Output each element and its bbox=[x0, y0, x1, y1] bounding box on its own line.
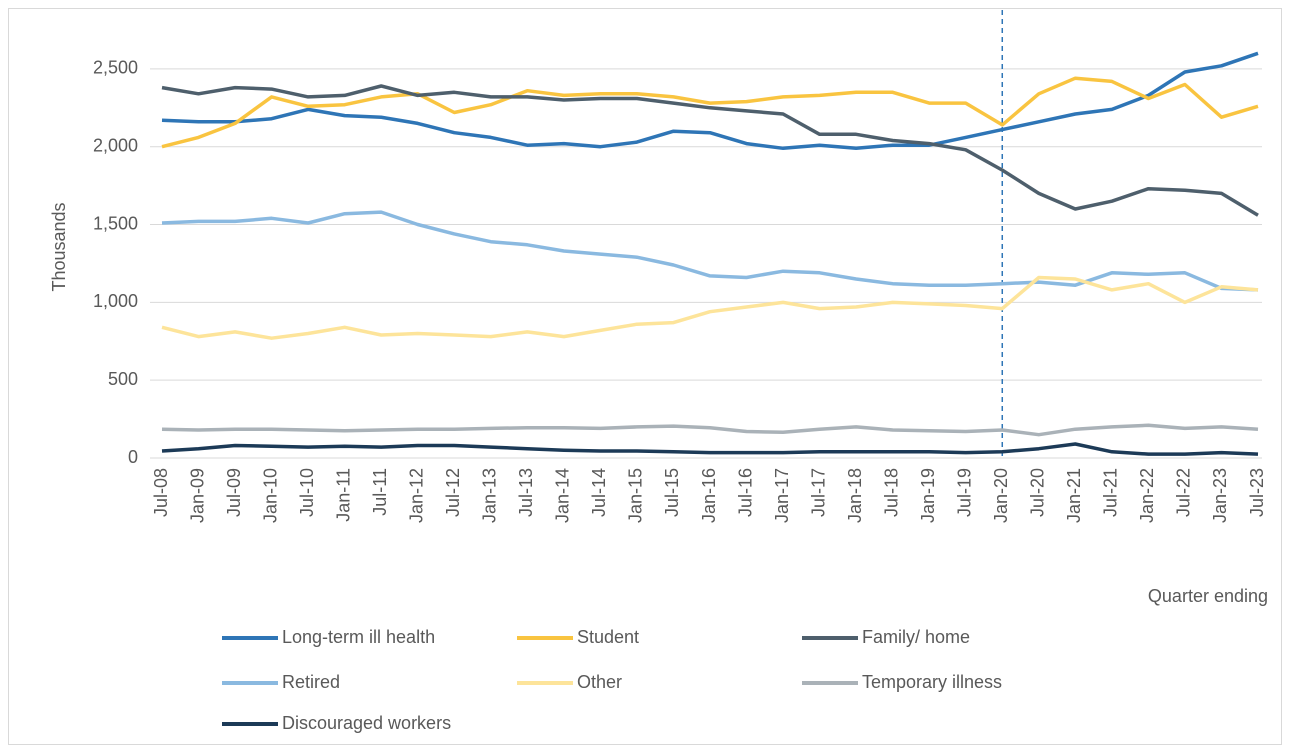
legend-label: Student bbox=[577, 627, 639, 647]
series-line bbox=[161, 51, 1259, 151]
x-tick-label: Jul-15 bbox=[662, 468, 682, 517]
legend-label: Long-term ill health bbox=[282, 627, 435, 647]
x-tick-label: Jul-13 bbox=[516, 468, 536, 517]
legend-label: Family/ home bbox=[862, 627, 970, 647]
x-tick-label: Jul-19 bbox=[954, 468, 974, 517]
y-tick-label: 500 bbox=[108, 369, 138, 389]
chart-border bbox=[8, 8, 1282, 745]
x-tick-label: Jan-19 bbox=[918, 468, 938, 523]
legend-label: Other bbox=[577, 672, 622, 692]
legend-label: Temporary illness bbox=[862, 672, 1002, 692]
x-tick-label: Jul-09 bbox=[224, 468, 244, 517]
x-tick-label: Jan-23 bbox=[1210, 468, 1230, 523]
x-tick-label: Jan-10 bbox=[260, 468, 280, 523]
y-tick-label: 0 bbox=[128, 447, 138, 467]
x-tick-label: Jul-17 bbox=[808, 468, 828, 517]
x-tick-label: Jan-11 bbox=[333, 468, 353, 522]
x-tick-label: Jan-09 bbox=[187, 468, 207, 523]
x-tick-label: Jan-16 bbox=[699, 468, 719, 523]
series-line bbox=[161, 84, 1259, 217]
y-tick-label: 1,500 bbox=[93, 213, 138, 233]
x-tick-label: Jan-13 bbox=[480, 468, 500, 523]
x-tick-label: Jan-21 bbox=[1064, 468, 1084, 523]
x-tick-label: Jul-12 bbox=[443, 468, 463, 517]
x-tick-label: Jul-18 bbox=[881, 468, 901, 517]
series-line bbox=[161, 442, 1259, 456]
x-tick-label: Jul-14 bbox=[589, 468, 609, 517]
y-axis-title: Thousands bbox=[49, 202, 69, 291]
x-tick-label: Jan-22 bbox=[1137, 468, 1157, 523]
series-line bbox=[161, 210, 1259, 292]
x-tick-label: Jan-20 bbox=[991, 468, 1011, 523]
legend-label: Discouraged workers bbox=[282, 713, 451, 733]
x-tick-label: Jan-17 bbox=[772, 468, 792, 523]
x-tick-label: Jan-15 bbox=[626, 468, 646, 523]
x-tick-label: Jul-21 bbox=[1101, 468, 1121, 517]
series-line bbox=[161, 76, 1259, 149]
x-tick-label: Jan-18 bbox=[845, 468, 865, 523]
x-tick-label: Jul-22 bbox=[1174, 468, 1194, 517]
x-tick-label: Jul-11 bbox=[370, 468, 390, 516]
y-tick-label: 1,000 bbox=[93, 291, 138, 311]
series-line bbox=[161, 275, 1259, 340]
series-line bbox=[161, 423, 1259, 437]
y-tick-label: 2,000 bbox=[93, 135, 138, 155]
x-tick-label: Jul-16 bbox=[735, 468, 755, 517]
y-tick-label: 2,500 bbox=[93, 58, 138, 78]
x-axis-title: Quarter ending bbox=[1148, 586, 1268, 606]
legend-label: Retired bbox=[282, 672, 340, 692]
x-tick-label: Jul-10 bbox=[297, 468, 317, 517]
x-tick-label: Jul-08 bbox=[151, 468, 171, 517]
x-tick-label: Jul-20 bbox=[1028, 468, 1048, 517]
x-tick-label: Jul-23 bbox=[1247, 468, 1267, 517]
x-tick-label: Jan-14 bbox=[553, 468, 573, 523]
x-tick-label: Jan-12 bbox=[406, 468, 426, 523]
